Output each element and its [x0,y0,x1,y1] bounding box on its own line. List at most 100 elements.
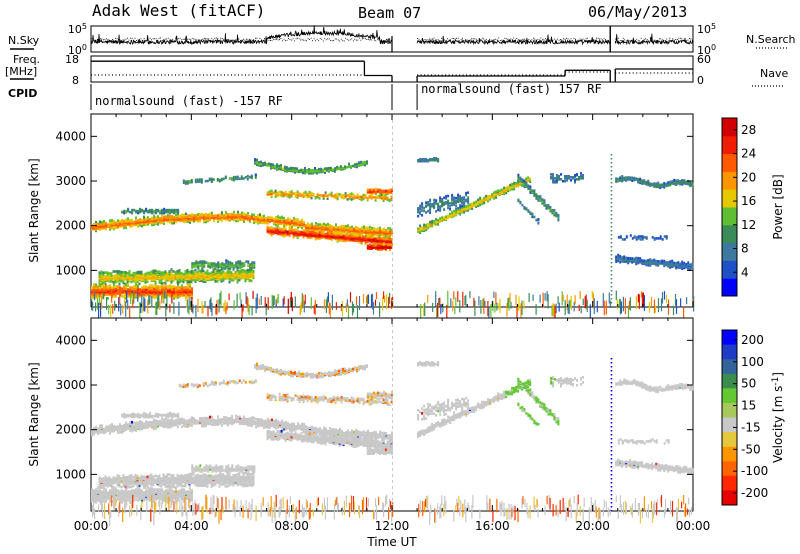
echo-cell [283,219,285,223]
echo-cell [388,245,391,248]
echo-cell [301,226,303,230]
echo-cell [223,267,226,270]
echo-cell [657,181,660,185]
echo-cell [347,226,349,229]
echo-cell [457,206,460,210]
echo-cell [372,244,375,248]
echo-cell [191,295,193,298]
echo-cell [196,270,199,274]
echo-cell [439,207,442,210]
echo-cell [318,233,321,236]
echo-cell [539,195,542,198]
echo-cell [643,259,646,263]
echo-cell [425,158,428,161]
echo-cell [237,210,239,214]
echo-cell [184,269,187,273]
echo-cell [582,176,584,179]
echo-cell [365,226,367,230]
echo-cell [677,261,680,264]
echo-cell [517,173,520,177]
ground-scatter-cell [539,294,541,303]
ground-scatter-cell [108,305,110,315]
echo-cell [537,195,540,198]
echo-cell [228,270,231,273]
echo-cell [185,212,187,216]
echo-cell [245,260,248,263]
echo-cell [298,230,301,234]
echo-cell [517,180,520,183]
echo-cell [242,268,245,272]
echo-cell [107,425,109,429]
echo-cell [181,213,183,217]
echo-cell [293,216,295,220]
cpid-program-label: normalsound (fast) 157 RF [421,82,602,96]
echo-cell [390,237,393,241]
echo-cell [196,278,199,282]
echo-cell [114,274,117,277]
echo-cell [425,201,428,204]
echo-cell [685,263,688,266]
echo-cell [659,183,662,187]
ground-scatter-cell [465,295,467,306]
echo-cell [367,228,369,232]
echo-cell [537,222,540,225]
echo-cell [344,165,346,168]
echo-cell [461,196,464,200]
echo-cell [178,269,181,272]
ground-scatter-cell [515,294,517,306]
echo-cell [659,260,662,263]
echo-cell [225,215,227,218]
echo-cell [621,256,624,259]
echo-cell [151,223,153,227]
echo-cell [421,226,424,230]
echo-cell [427,209,430,213]
echo-cell [130,280,133,284]
echo-cell [194,280,197,284]
echo-cell [461,204,464,208]
ground-scatter-cell [657,298,660,313]
echo-cell [234,175,237,179]
echo-cell [326,169,328,172]
ground-scatter-cell [389,293,391,304]
echo-cell [257,220,259,224]
echo-cell [98,281,101,284]
echo-cell [274,227,277,231]
echo-cell [535,193,538,196]
echo-cell [284,227,287,230]
echo-cell [326,232,329,235]
echo-cell [342,196,345,199]
echo-cell [167,419,169,422]
echo-cell [377,227,379,230]
ground-scatter-cell [663,291,666,300]
ground-scatter-cell [509,293,511,303]
echo-cell [266,225,269,229]
echo-cell [282,194,285,198]
ground-scatter-cell [620,301,622,314]
echo-cell [170,273,173,276]
echo-cell [421,204,424,207]
echo-cell [127,219,129,222]
echo-cell [675,261,678,265]
echo-cell [378,244,381,248]
echo-cell [635,256,638,260]
echo-cell [107,297,109,300]
echo-cell [222,278,225,281]
echo-cell [382,245,385,248]
echo-cell [284,165,286,169]
echo-cell [212,268,215,271]
echo-cell [224,175,227,179]
echo-cell [175,208,178,212]
echo-cell [647,259,650,262]
echo-cell [117,425,119,428]
echo-cell [99,220,101,223]
echo-cell [208,177,211,181]
echo-cell [279,219,281,222]
echo-cell [158,270,161,273]
echo-cell [183,418,185,422]
echo-cell [566,177,568,180]
echo-cell [447,214,450,218]
echo-cell [357,226,359,230]
echo-cell [122,279,125,283]
echo-cell [417,158,420,162]
echo-cell [139,209,142,213]
